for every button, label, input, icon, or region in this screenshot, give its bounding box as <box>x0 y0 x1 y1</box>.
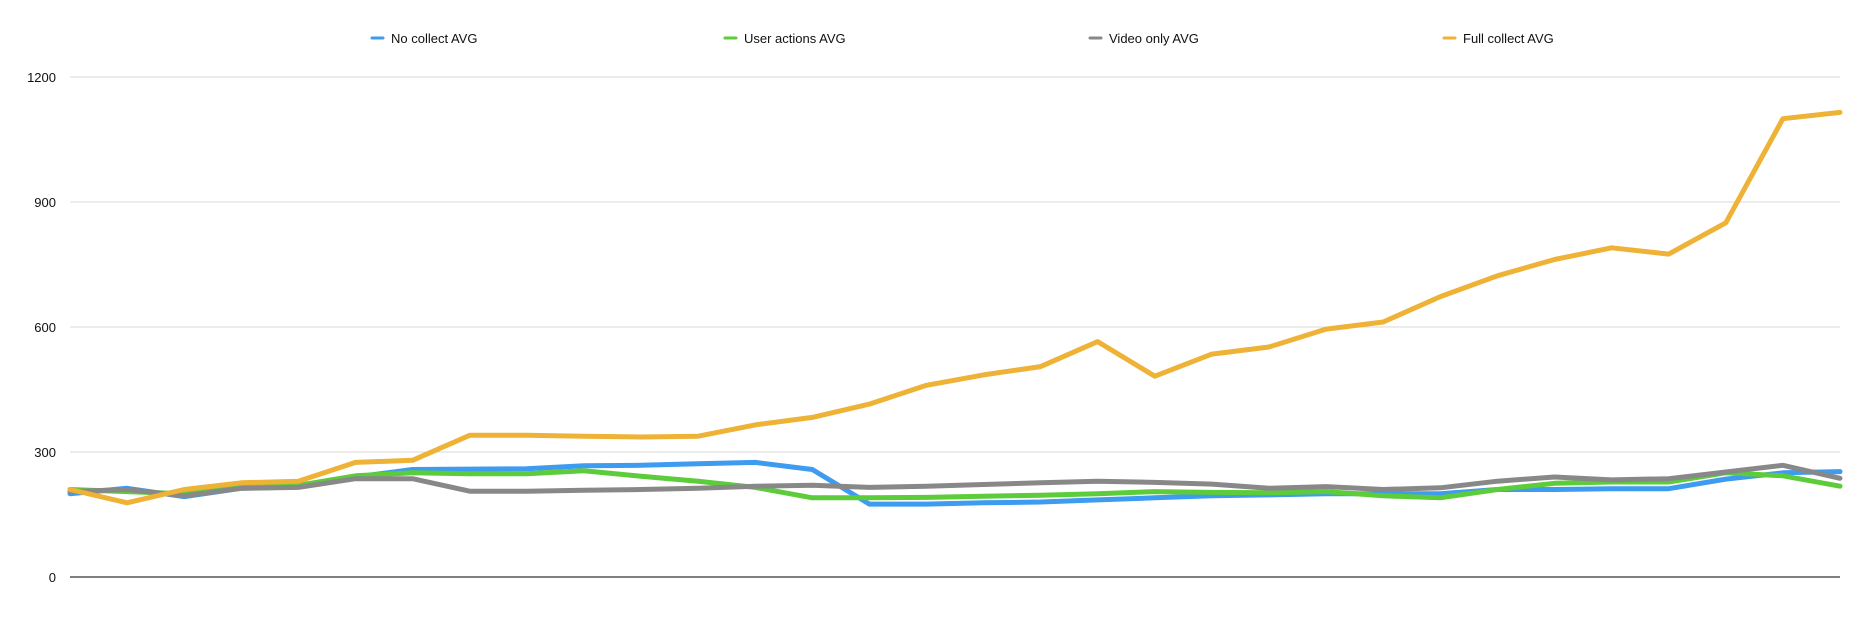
legend: No collect AVG User actions AVG Video only… <box>370 31 1554 46</box>
series-line-full-collect-avg <box>67 109 1843 506</box>
y-axis-tick-labels: 0 300 600 900 1200 <box>27 70 56 585</box>
y-tick-label: 300 <box>34 445 56 460</box>
y-tick-label: 0 <box>49 570 56 585</box>
legend-item: Full collect AVG <box>1442 31 1554 46</box>
legend-label: User actions AVG <box>744 31 846 46</box>
legend-item: User actions AVG <box>723 31 846 46</box>
y-tick-label: 900 <box>34 195 56 210</box>
series-line-user-actions-avg <box>67 468 1843 501</box>
legend-item: No collect AVG <box>370 31 477 46</box>
legend-item: Video only AVG <box>1088 31 1199 46</box>
gridlines <box>70 76 1840 578</box>
series-lines <box>67 109 1843 507</box>
legend-label: Video only AVG <box>1109 31 1199 46</box>
y-tick-label: 1200 <box>27 70 56 85</box>
legend-label: No collect AVG <box>391 31 477 46</box>
y-tick-label: 600 <box>34 320 56 335</box>
series-line-video-only-avg <box>67 462 1843 499</box>
legend-label: Full collect AVG <box>1463 31 1554 46</box>
